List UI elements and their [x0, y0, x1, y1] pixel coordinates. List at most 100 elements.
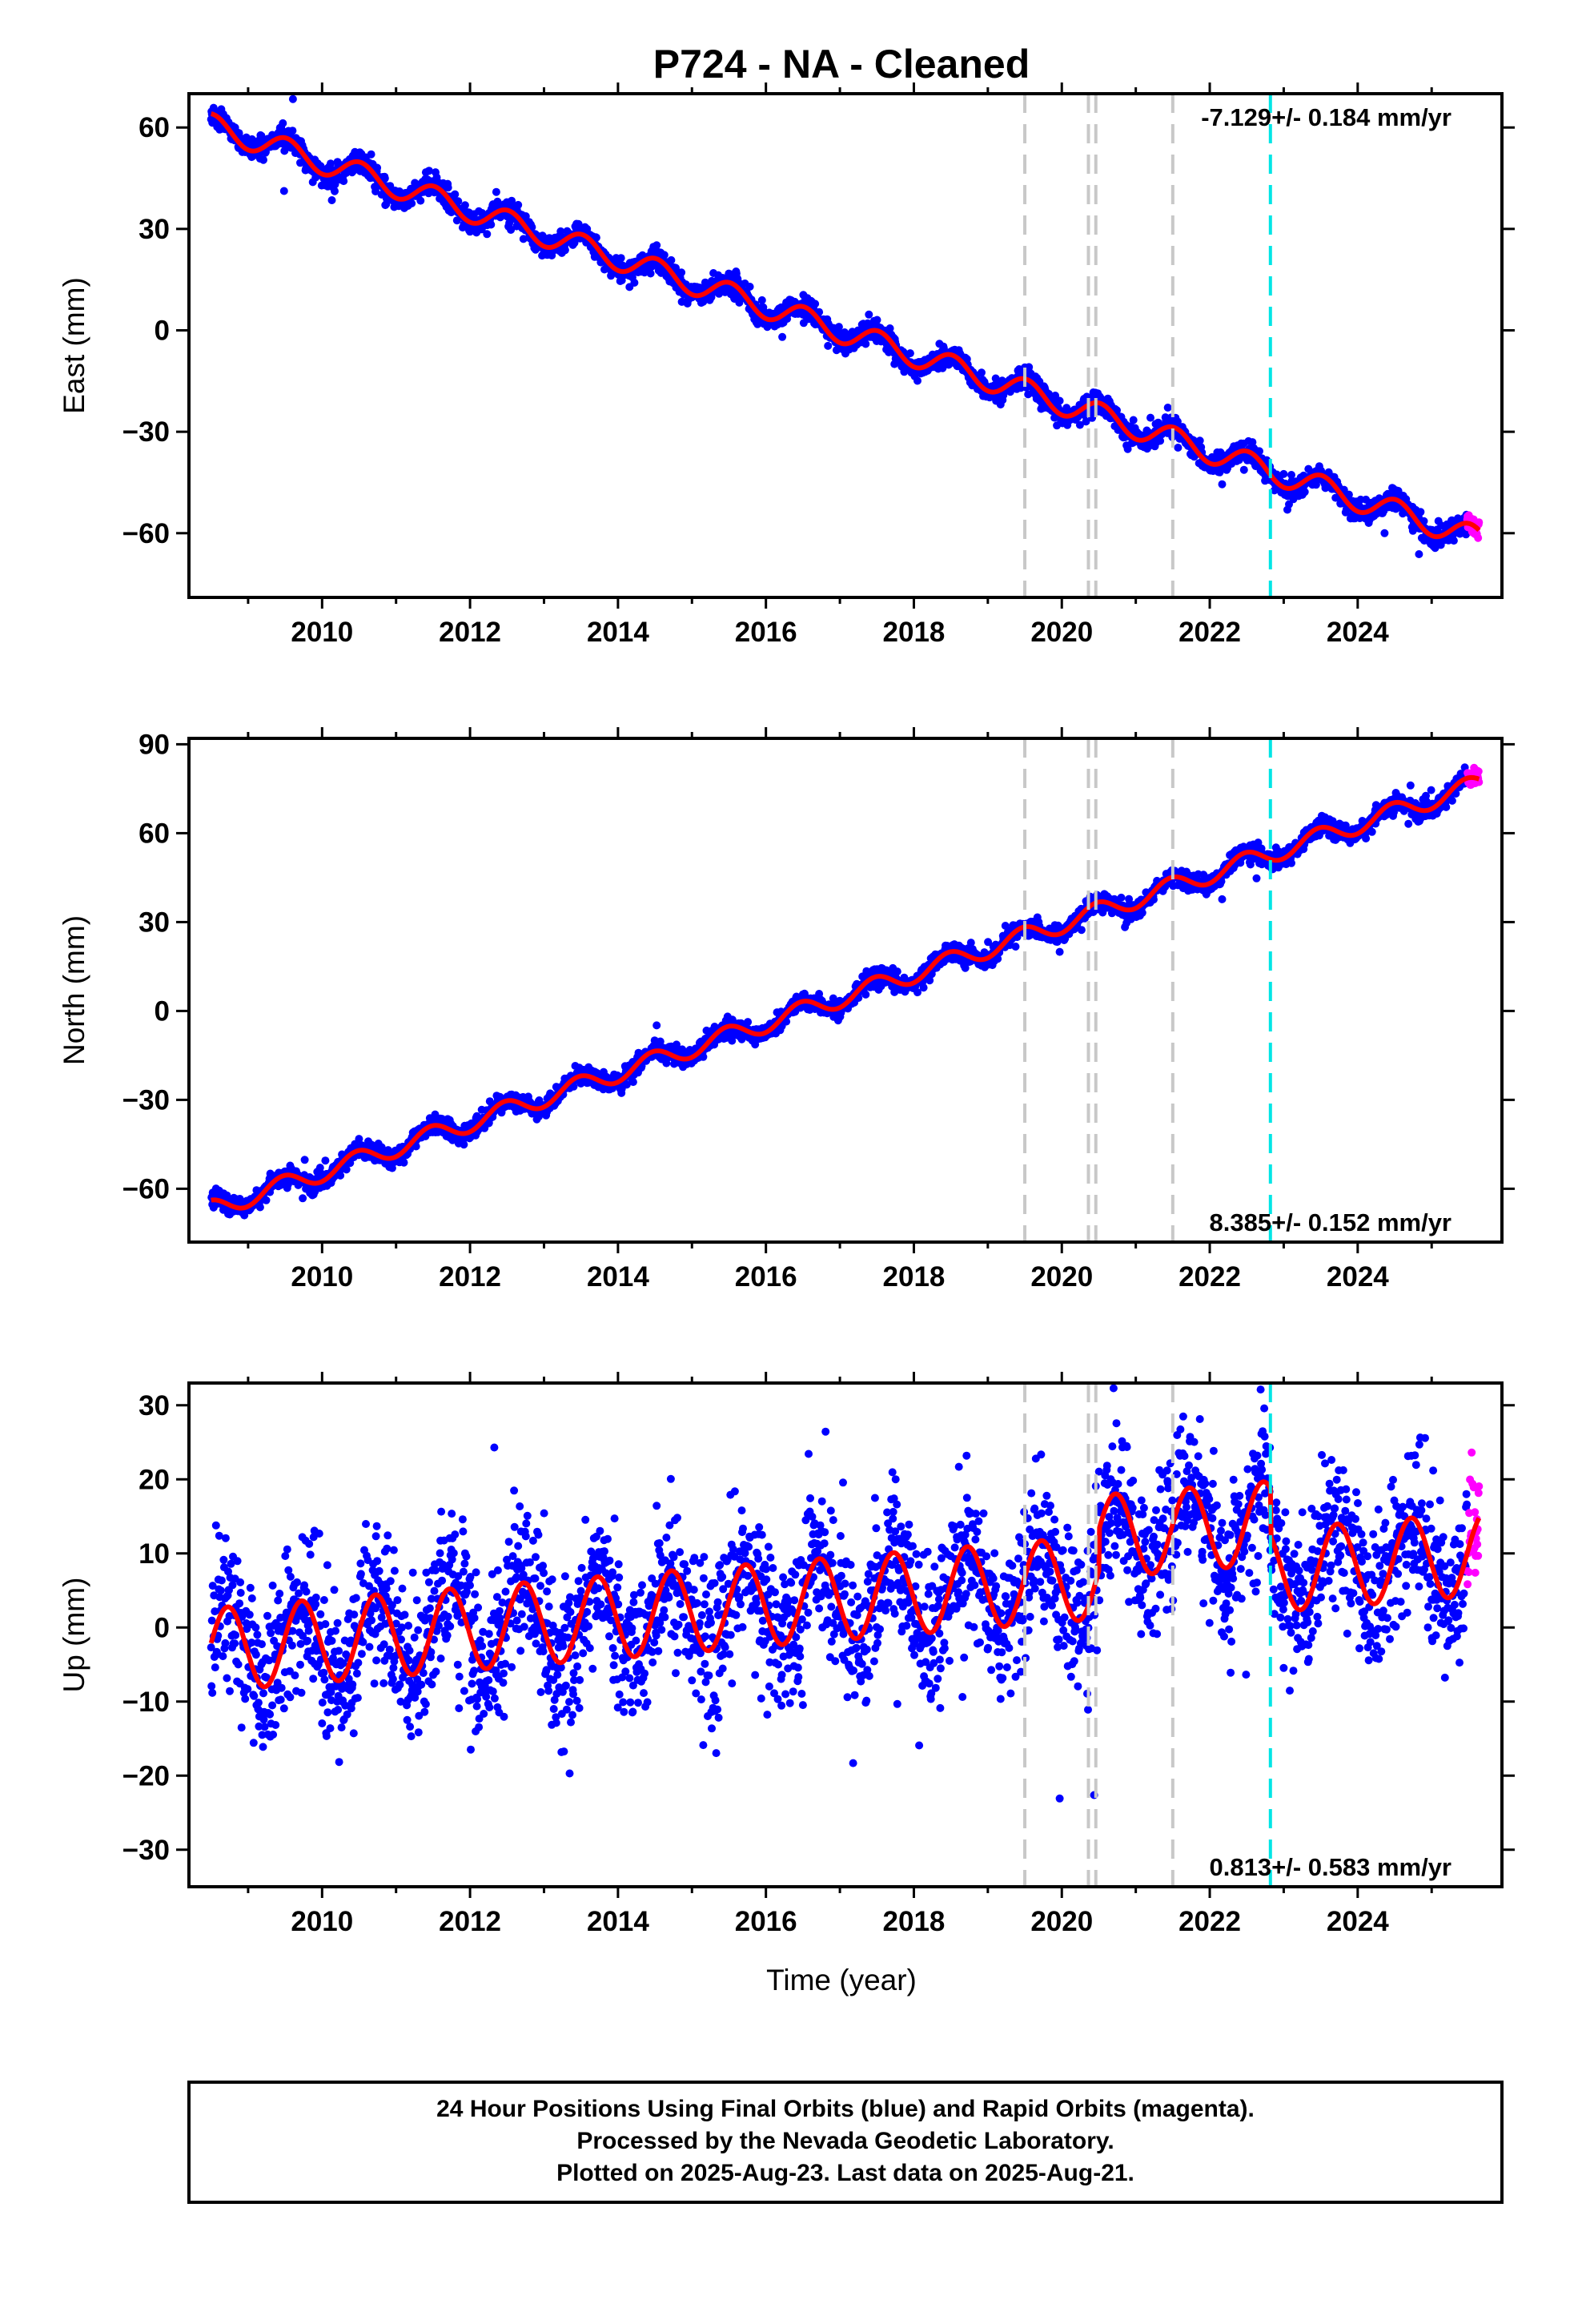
final-orbit-point	[560, 246, 569, 255]
final-orbit-point	[811, 300, 820, 308]
final-orbit-point	[873, 316, 881, 324]
final-orbit-point	[339, 177, 348, 186]
final-orbit-point	[1415, 550, 1423, 558]
y-tick-label: 30	[139, 214, 170, 245]
x-tick-label: 2016	[735, 617, 797, 648]
final-orbit-point	[454, 197, 463, 206]
final-orbit-point	[519, 235, 528, 243]
final-orbit-point	[978, 368, 986, 377]
final-orbit-point	[1380, 529, 1389, 537]
final-orbit-point	[487, 220, 496, 229]
final-orbit-point	[288, 127, 297, 135]
north-data-points	[207, 763, 1484, 1220]
final-orbit-point	[1156, 436, 1165, 445]
final-orbit-point	[1239, 465, 1248, 474]
x-tick-label: 2012	[439, 617, 501, 648]
final-orbit-point	[279, 187, 288, 195]
final-orbit-point	[677, 268, 686, 277]
final-orbit-point	[1195, 436, 1204, 445]
final-orbit-point	[279, 119, 287, 127]
final-orbit-point	[382, 199, 391, 208]
x-tick-label: 2014	[587, 617, 649, 648]
final-orbit-point	[483, 230, 492, 239]
final-orbit-point	[885, 324, 894, 332]
final-orbit-point	[1311, 480, 1320, 489]
final-orbit-point	[1279, 469, 1288, 478]
x-tick-label: 2024	[1327, 617, 1389, 648]
final-orbit-point	[1163, 404, 1172, 412]
final-orbit-point	[288, 94, 297, 103]
final-orbit-point	[1174, 444, 1182, 452]
east-panel: 2010 2012 2014 2016 2018 2020 2022 2024−60−3003…	[58, 82, 1515, 648]
figure-title: P724 - NA - Cleaned	[653, 42, 1030, 86]
final-orbit-point	[373, 163, 382, 172]
east-velocity-label: -7.129+/- 0.184 mm/yr	[1201, 103, 1452, 131]
north-panel: 2010 2012 2014 2016 2018 2020 2022 2024−60−3003…	[58, 727, 1515, 1293]
final-orbit-point	[945, 360, 953, 369]
y-tick-label: −60	[122, 518, 170, 549]
final-orbit-point	[299, 1194, 307, 1203]
final-orbit-point	[744, 1018, 753, 1027]
final-orbit-point	[1082, 417, 1090, 426]
final-orbit-point	[514, 200, 523, 209]
final-orbit-point	[667, 255, 676, 264]
final-orbit-point	[652, 241, 661, 250]
y-tick-label: −30	[122, 416, 170, 448]
final-orbit-point	[371, 187, 380, 195]
final-orbit-point	[1129, 416, 1138, 424]
rapid-orbit-point	[1474, 533, 1483, 542]
final-orbit-point	[1011, 943, 1020, 951]
final-orbit-point	[1146, 413, 1154, 422]
final-orbit-point	[1025, 363, 1034, 372]
final-orbit-point	[1113, 406, 1121, 415]
x-tick-label: 2022	[1178, 617, 1241, 648]
final-orbit-point	[1344, 490, 1353, 499]
final-orbit-point	[1055, 396, 1064, 405]
final-orbit-point	[919, 983, 928, 992]
final-orbit-point	[300, 1156, 309, 1164]
final-orbit-point	[255, 1203, 264, 1212]
final-orbit-point	[451, 190, 460, 199]
final-orbit-point	[400, 1158, 408, 1167]
final-orbit-point	[1300, 488, 1309, 497]
final-orbit-point	[905, 349, 914, 358]
final-orbit-point	[367, 150, 375, 159]
final-orbit-point	[745, 283, 754, 291]
final-orbit-point	[660, 251, 669, 259]
final-orbit-point	[592, 233, 600, 242]
final-orbit-point	[628, 1078, 637, 1087]
x-tick-label: 2010	[291, 617, 353, 648]
final-orbit-point	[778, 332, 787, 341]
final-orbit-point	[1055, 947, 1064, 956]
final-orbit-point	[492, 187, 500, 196]
final-orbit-point	[327, 196, 336, 204]
final-orbit-point	[259, 155, 267, 164]
final-orbit-point	[331, 180, 339, 189]
final-orbit-point	[735, 298, 744, 307]
final-orbit-point	[652, 1021, 661, 1030]
final-orbit-point	[1416, 508, 1425, 517]
east-y-axis-title: East (mm)	[58, 277, 90, 414]
final-orbit-point	[1218, 480, 1227, 489]
x-tick-label: 2018	[883, 617, 946, 648]
final-orbit-point	[460, 1140, 468, 1149]
final-orbit-point	[505, 219, 514, 227]
x-tick-label: 2020	[1030, 617, 1093, 648]
final-orbit-point	[834, 323, 843, 332]
final-orbit-point	[861, 340, 870, 348]
final-orbit-point	[865, 310, 873, 319]
final-orbit-point	[408, 199, 416, 207]
final-orbit-point	[331, 187, 339, 195]
final-orbit-point	[893, 967, 901, 976]
final-orbit-point	[1255, 447, 1263, 456]
final-orbit-point	[861, 990, 870, 999]
final-orbit-point	[262, 1196, 271, 1204]
final-orbit-point	[424, 167, 433, 175]
final-orbit-point	[493, 197, 502, 206]
final-orbit-point	[1449, 537, 1458, 545]
final-orbit-point	[416, 196, 425, 205]
final-orbit-point	[336, 1171, 345, 1180]
final-orbit-point	[380, 174, 389, 183]
final-orbit-point	[630, 279, 639, 287]
